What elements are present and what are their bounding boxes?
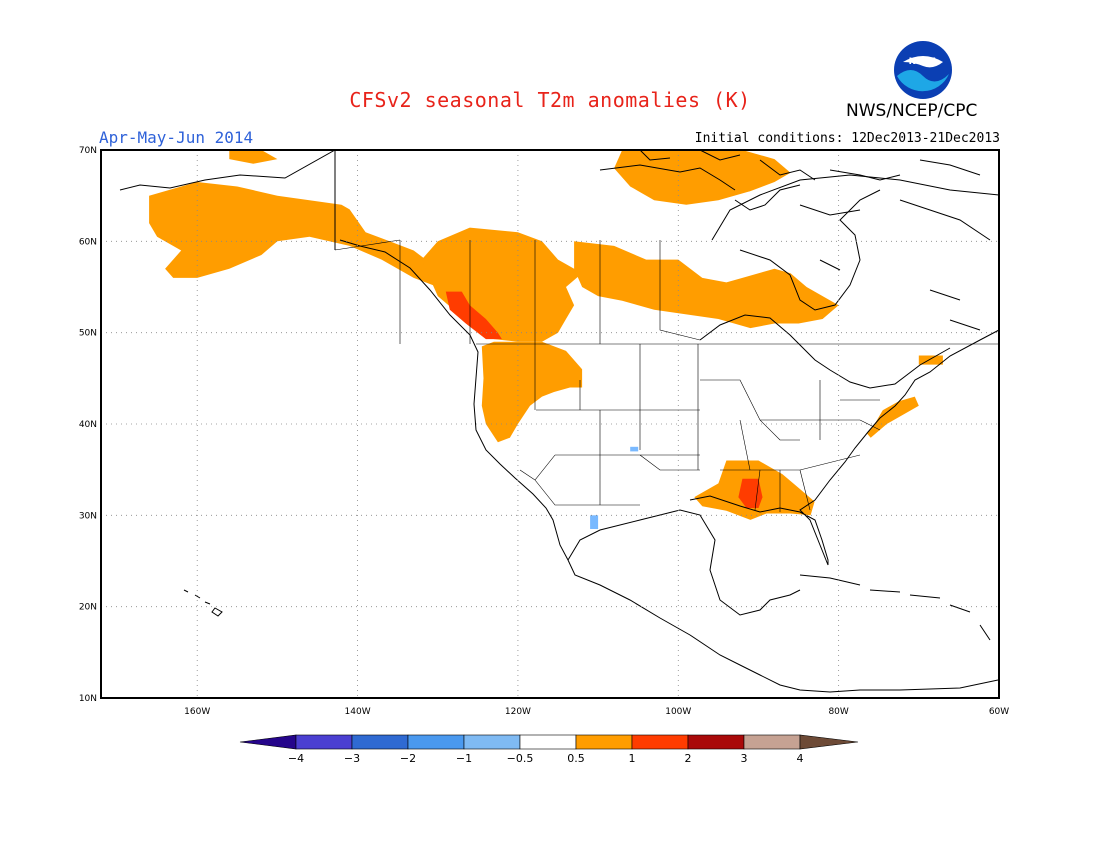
colorbar-label: −4 [288,752,304,765]
lon-tick-label: 60W [989,707,1009,717]
colorbar: −4 −3 −2 −1 −0.5 0.5 1 2 3 4 [239,734,859,765]
initial-conditions: Initial conditions: 12Dec2013-21Dec2013 [694,131,1000,146]
agency-label: NWS/NCEP/CPC [846,101,978,121]
forecast-period: Apr-May-Jun 2014 [99,128,254,147]
canada-province-borders [334,239,701,344]
colorbar-bin [575,734,633,750]
logo-bird [903,56,943,68]
logo-text: NOAA [909,57,938,67]
colorbar-label: −0.5 [507,752,534,765]
anomaly-region-mexico-cool [590,515,599,529]
caribbean-islands [799,574,991,641]
map-frame [100,149,1000,699]
colorbar-bin [351,734,409,750]
axis-labels: 160W 140W 120W 100W 80W 60W 10N 20N 30N 40N 50N 60N… [79,146,1009,717]
colorbar-label: 0.5 [567,752,585,765]
arctic-islands [639,150,991,331]
lat-tick-label: 30N [79,511,97,521]
lat-tick-label: 40N [79,420,97,430]
anomaly-region-yukon-bc [421,227,583,342]
colorbar-left-arrow [239,734,297,750]
anomaly-layer [149,150,943,529]
us-state-borders [476,343,999,512]
colorbar-bin [687,734,745,750]
anomaly-region-northeast-coast [866,396,919,438]
lat-tick-label: 20N [79,603,97,613]
colorbar-label: 4 [797,752,804,765]
anomaly-region-alaska-north [229,150,278,164]
lon-tick-label: 100W [665,707,691,717]
colorbar-bin [407,734,465,750]
colorbar-bin [743,734,801,750]
colorbar-bin [463,734,521,750]
lat-tick-label: 60N [79,237,97,247]
lat-tick-label: 50N [79,329,97,339]
anomaly-region-bc-warm [445,291,502,340]
chart-title: CFSv2 seasonal T2m anomalies (K) [349,88,751,112]
colorbar-label: 3 [741,752,748,765]
noaa-logo-icon: NOAA [894,41,952,99]
colorbar-bin [295,734,353,750]
hawaii-islands [183,589,223,617]
colorbar-bin [519,734,577,750]
anomaly-region-delta-warm [738,478,763,508]
lon-tick-label: 80W [828,707,848,717]
anomaly-region-pacific-northwest [481,341,583,443]
lon-tick-label: 140W [345,707,371,717]
colorbar-label: 2 [685,752,692,765]
lon-tick-label: 120W [505,707,531,717]
colorbar-label: −1 [456,752,472,765]
anomaly-region-southwest-cool [630,446,639,452]
anomaly-region-central-canada [574,241,839,329]
north-america-coastline [119,150,999,693]
colorbar-label: 1 [629,752,636,765]
colorbar-bin [631,734,689,750]
anomaly-region-north-canada [614,150,791,205]
anomaly-region-alaska [149,182,438,287]
lon-tick-label: 160W [184,707,210,717]
logo-wave [897,70,949,92]
colorbar-right-arrow [799,734,859,750]
lat-tick-label: 10N [79,694,97,704]
lat-tick-label: 70N [79,146,97,156]
coastline-layer [119,150,999,693]
colorbar-label: −2 [400,752,416,765]
colorbar-label: −3 [344,752,360,765]
